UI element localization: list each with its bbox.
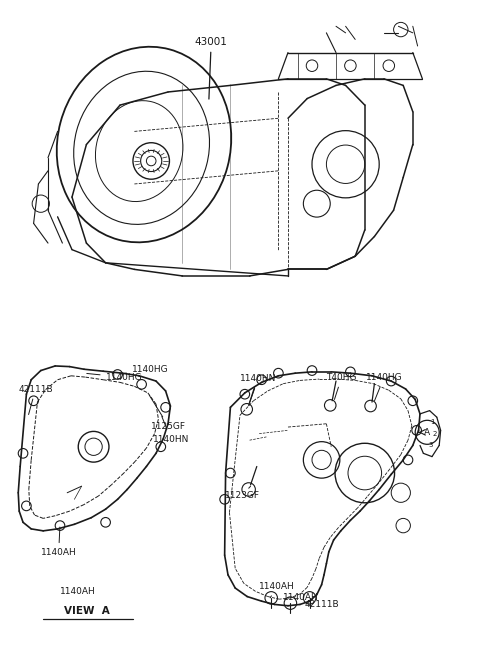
Text: A: A <box>424 428 430 437</box>
Text: 1140HN: 1140HN <box>153 417 189 443</box>
Text: 1140HG: 1140HG <box>120 365 168 374</box>
Text: 1123GF: 1123GF <box>225 486 260 500</box>
Text: 43001: 43001 <box>195 37 228 99</box>
Text: 1140AH: 1140AH <box>41 527 76 557</box>
Text: 1140HN: 1140HN <box>240 374 276 403</box>
Text: 42111B: 42111B <box>305 600 339 609</box>
Text: 1: 1 <box>430 419 434 425</box>
Text: T40HG: T40HG <box>326 373 357 399</box>
Text: 2: 2 <box>432 430 437 437</box>
Text: 42111B: 42111B <box>18 384 53 415</box>
Text: 1125GF: 1125GF <box>149 396 186 431</box>
Text: 3: 3 <box>428 442 433 449</box>
Text: 1140HG: 1140HG <box>87 373 142 382</box>
Text: 1140AH: 1140AH <box>60 587 96 596</box>
Text: 1140AH: 1140AH <box>283 593 319 602</box>
Text: 1140AH: 1140AH <box>259 581 295 598</box>
Text: VIEW  A: VIEW A <box>64 606 110 616</box>
Text: 1140HG: 1140HG <box>366 373 402 401</box>
